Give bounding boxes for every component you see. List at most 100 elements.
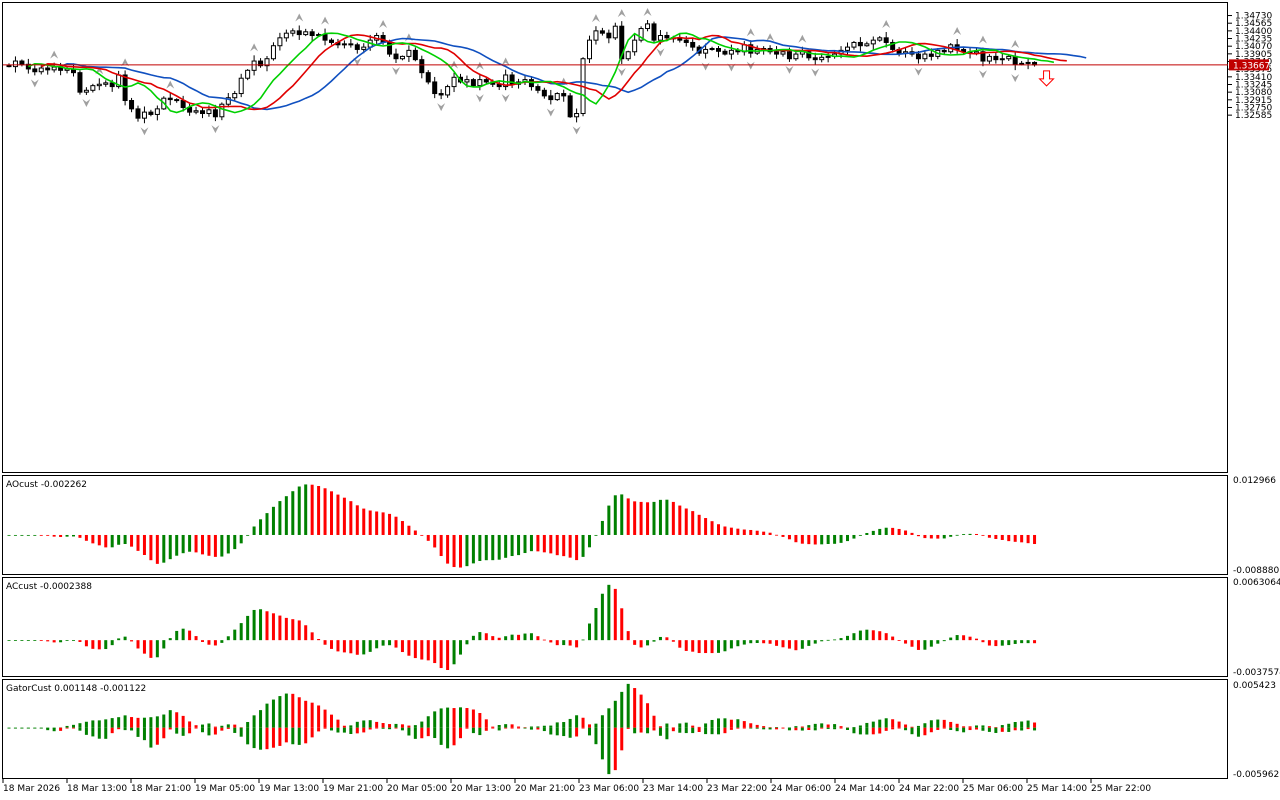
candle-bear[interactable] [619, 25, 625, 60]
candle-bull[interactable] [38, 67, 44, 73]
candle-bear[interactable] [109, 82, 115, 88]
candle-bull[interactable] [574, 113, 580, 118]
candle-bear[interactable] [716, 48, 721, 52]
candle-bull[interactable] [219, 103, 225, 118]
candle-bear[interactable] [77, 72, 83, 93]
candle-bull[interactable] [406, 49, 412, 57]
candle-bear[interactable] [883, 37, 889, 43]
candle-bull[interactable] [290, 30, 296, 34]
candle-bull[interactable] [251, 60, 257, 71]
candle-bear[interactable] [980, 51, 986, 62]
candle-bull[interactable] [612, 25, 618, 39]
candle-bear[interactable] [567, 95, 573, 118]
candle-bear[interactable] [941, 49, 947, 53]
candle-bull[interactable] [587, 39, 592, 60]
candle-bear[interactable] [148, 111, 154, 115]
ac-panel[interactable] [7, 584, 1037, 671]
candle-bull[interactable] [877, 37, 883, 41]
candle-bull[interactable] [1019, 62, 1025, 65]
candle-bear[interactable] [548, 95, 554, 101]
candle-bull[interactable] [851, 41, 857, 48]
candle-bull[interactable] [245, 69, 251, 79]
candle-bull[interactable] [632, 39, 638, 53]
candle-bull[interactable] [232, 93, 238, 99]
candle-bear[interactable] [129, 100, 135, 110]
candle-bull[interactable] [90, 85, 96, 91]
price-panel[interactable] [6, 8, 1087, 136]
candle-bull[interactable] [554, 93, 560, 101]
candle-bull[interactable] [1006, 55, 1012, 60]
candle-bear[interactable] [812, 57, 818, 61]
candle-bear[interactable] [212, 109, 218, 118]
candle-bear[interactable] [309, 31, 315, 37]
candle-bull[interactable] [793, 53, 799, 60]
candle-bear[interactable] [1012, 55, 1018, 65]
candle-bear[interactable] [483, 79, 489, 83]
candle-bear[interactable] [993, 55, 999, 61]
candle-bear[interactable] [322, 34, 328, 41]
candle-bear[interactable] [683, 39, 689, 43]
candle-bull[interactable] [870, 39, 876, 45]
candle-bear[interactable] [786, 51, 792, 60]
candle-bull[interactable] [825, 55, 831, 58]
candle-bull[interactable] [154, 108, 160, 115]
candle-bull[interactable] [703, 48, 709, 54]
candle-bear[interactable] [258, 60, 264, 67]
candle-bull[interactable] [12, 60, 18, 68]
candle-bear[interactable] [438, 93, 444, 96]
candle-bear[interactable] [296, 30, 302, 36]
candle-bull[interactable] [709, 48, 715, 51]
candle-bear[interactable] [561, 93, 567, 97]
candle-bull[interactable] [780, 51, 786, 55]
candle-bull[interactable] [445, 86, 451, 96]
candle-bull[interactable] [845, 46, 850, 51]
candle-bear[interactable] [6, 64, 12, 68]
candle-bear[interactable] [774, 51, 780, 55]
candle-bull[interactable] [225, 97, 231, 105]
candle-bull[interactable] [206, 109, 212, 115]
candle-bear[interactable] [393, 53, 399, 60]
candle-bear[interactable] [857, 41, 863, 47]
candle-bear[interactable] [470, 79, 476, 87]
candle-bear[interactable] [425, 72, 431, 83]
candle-bear[interactable] [45, 67, 51, 71]
candle-bull[interactable] [83, 89, 89, 93]
candle-bull[interactable] [264, 58, 270, 67]
candle-bear[interactable] [890, 41, 896, 50]
candle-bear[interactable] [722, 50, 728, 55]
candle-bull[interactable] [451, 76, 457, 88]
candle-bear[interactable] [541, 89, 547, 97]
candle-bull[interactable] [277, 37, 283, 47]
candle-bear[interactable] [915, 53, 921, 60]
candle-bull[interactable] [922, 53, 928, 60]
candle-bull[interactable] [1025, 61, 1031, 64]
candle-bull[interactable] [864, 43, 870, 47]
candle-bear[interactable] [690, 41, 696, 48]
candle-bear[interactable] [200, 110, 205, 115]
candle-bear[interactable] [651, 23, 657, 41]
candle-bull[interactable] [986, 55, 992, 62]
candle-bull[interactable] [341, 43, 347, 46]
candle-bull[interactable] [999, 58, 1005, 61]
candle-bear[interactable] [167, 97, 173, 101]
candle-bull[interactable] [625, 51, 631, 60]
candle-bear[interactable] [606, 32, 612, 39]
candle-bull[interactable] [193, 110, 199, 113]
candle-bull[interactable] [270, 45, 276, 60]
candle-bear[interactable] [329, 39, 334, 43]
candle-bull[interactable] [638, 28, 644, 41]
candle-bear[interactable] [806, 51, 812, 59]
candle-bull[interactable] [728, 49, 734, 55]
candle-bull[interactable] [464, 79, 470, 83]
candle-bull[interactable] [645, 23, 651, 30]
candle-bear[interactable] [354, 44, 360, 50]
candle-bear[interactable] [419, 59, 425, 74]
candle-bear[interactable] [928, 53, 934, 57]
gator-panel[interactable] [7, 683, 1037, 775]
candle-bear[interactable] [135, 108, 141, 119]
candle-bull[interactable] [103, 82, 109, 85]
candle-bull[interactable] [657, 35, 663, 41]
candle-bull[interactable] [399, 55, 405, 60]
candle-bear[interactable] [748, 44, 754, 54]
